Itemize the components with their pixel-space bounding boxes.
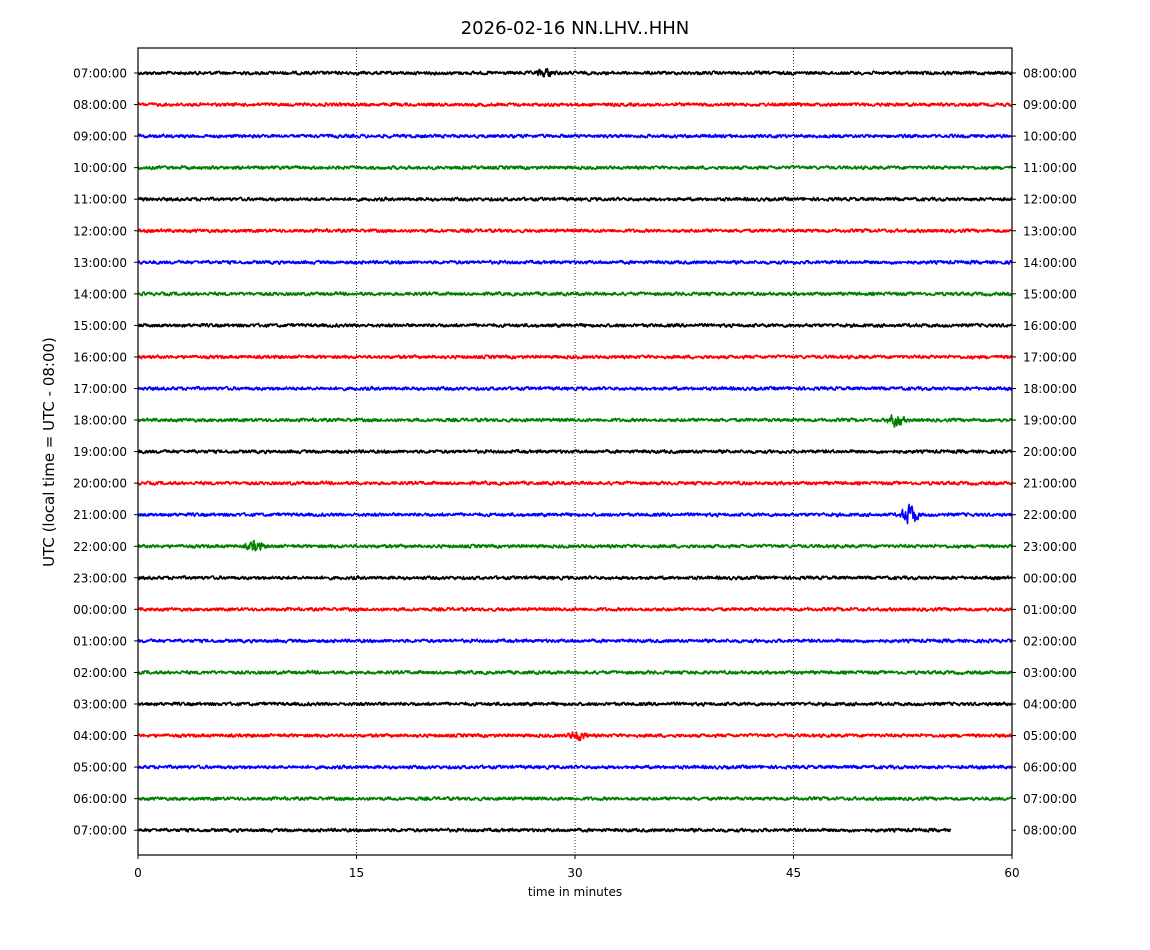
trace-row-5 [137,228,1013,234]
x-axis-label: time in minutes [528,885,622,899]
trace-row-11 [137,414,1013,428]
left-tick-label-15: 22:00:00 [73,540,127,554]
trace-row-17 [137,606,1013,613]
left-tick-label-20: 03:00:00 [73,698,127,712]
right-tick-label-2: 10:00:00 [1023,130,1077,144]
trace-row-0 [137,67,1013,78]
x-tick-label-15: 15 [349,866,364,880]
trace-row-6 [137,259,1013,266]
left-tick-label-8: 15:00:00 [73,319,127,333]
trace-row-19 [137,669,1013,676]
left-tick-label-4: 11:00:00 [73,193,127,207]
y-axis-label: UTC (local time = UTC - 08:00) [40,337,58,567]
trace-row-9 [137,354,1013,360]
right-tick-label-7: 15:00:00 [1023,287,1077,301]
left-tick-label-17: 00:00:00 [73,603,127,617]
right-tick-label-13: 21:00:00 [1023,477,1077,491]
trace-row-20 [137,701,1013,707]
left-tick-label-19: 02:00:00 [73,666,127,680]
right-tick-label-5: 13:00:00 [1023,224,1077,238]
right-tick-label-10: 18:00:00 [1023,382,1077,396]
left-tick-label-2: 09:00:00 [73,130,127,144]
x-tick-label-0: 0 [134,866,142,880]
trace-row-15 [137,539,1013,552]
right-tick-label-24: 08:00:00 [1023,824,1077,838]
right-tick-label-21: 05:00:00 [1023,729,1077,743]
left-tick-label-11: 18:00:00 [73,414,127,428]
left-tick-label-16: 23:00:00 [73,571,127,585]
right-tick-label-0: 08:00:00 [1023,67,1077,81]
right-tick-label-9: 17:00:00 [1023,350,1077,364]
right-tick-label-15: 23:00:00 [1023,540,1077,554]
left-axis: 07:00:00 08:00:00 09:00:00 10:00:00 11:00:00… [73,67,138,838]
left-tick-label-5: 12:00:00 [73,224,127,238]
right-tick-label-20: 04:00:00 [1023,698,1077,712]
right-tick-label-17: 01:00:00 [1023,603,1077,617]
left-tick-label-21: 04:00:00 [73,729,127,743]
right-tick-label-11: 19:00:00 [1023,414,1077,428]
left-tick-label-0: 07:00:00 [73,67,127,81]
x-tick-label-45: 45 [786,866,801,880]
x-tick-label-60: 60 [1004,866,1019,880]
left-tick-label-1: 08:00:00 [73,98,127,112]
x-tick-label-30: 30 [567,866,582,880]
x-axis: 0 15 30 45 60 [134,855,1020,880]
right-tick-label-8: 16:00:00 [1023,319,1077,333]
left-tick-label-18: 01:00:00 [73,634,127,648]
right-tick-label-23: 07:00:00 [1023,792,1077,806]
right-tick-label-1: 09:00:00 [1023,98,1077,112]
left-tick-label-23: 06:00:00 [73,792,127,806]
trace-row-18 [137,638,1013,644]
right-tick-label-4: 12:00:00 [1023,193,1077,207]
trace-row-4 [137,196,1013,202]
trace-row-13 [137,480,1013,486]
grid-lines [356,48,794,855]
left-tick-label-6: 13:00:00 [73,256,127,270]
right-tick-label-6: 14:00:00 [1023,256,1077,270]
right-tick-label-16: 00:00:00 [1023,571,1077,585]
left-tick-label-3: 10:00:00 [73,161,127,175]
trace-row-10 [137,385,1013,392]
trace-row-23 [137,795,1013,802]
trace-row-7 [137,291,1013,297]
right-tick-label-3: 11:00:00 [1023,161,1077,175]
trace-row-2 [137,133,1013,139]
trace-row-21 [137,731,1013,742]
left-tick-label-7: 14:00:00 [73,287,127,301]
right-tick-label-19: 03:00:00 [1023,666,1077,680]
trace-row-24 [137,827,952,833]
trace-row-22 [137,764,1013,770]
right-tick-label-22: 06:00:00 [1023,761,1077,775]
trace-row-3 [137,164,1013,171]
right-axis: 08:00:00 09:00:00 10:00:00 11:00:00 12:00:00… [1012,67,1077,838]
trace-row-12 [137,448,1013,455]
right-tick-label-18: 02:00:00 [1023,634,1077,648]
trace-row-14 [137,503,1013,525]
left-tick-label-14: 21:00:00 [73,508,127,522]
trace-row-8 [137,322,1013,329]
left-tick-label-12: 19:00:00 [73,445,127,459]
right-tick-label-14: 22:00:00 [1023,508,1077,522]
left-tick-label-24: 07:00:00 [73,824,127,838]
left-tick-label-13: 20:00:00 [73,477,127,491]
left-tick-label-22: 05:00:00 [73,761,127,775]
chart-title: 2026-02-16 NN.LHV..HHN [461,18,690,39]
left-tick-label-10: 17:00:00 [73,382,127,396]
right-tick-label-12: 20:00:00 [1023,445,1077,459]
trace-row-1 [137,101,1013,108]
traces [137,67,1013,833]
left-tick-label-9: 16:00:00 [73,350,127,364]
trace-row-16 [137,574,1013,581]
